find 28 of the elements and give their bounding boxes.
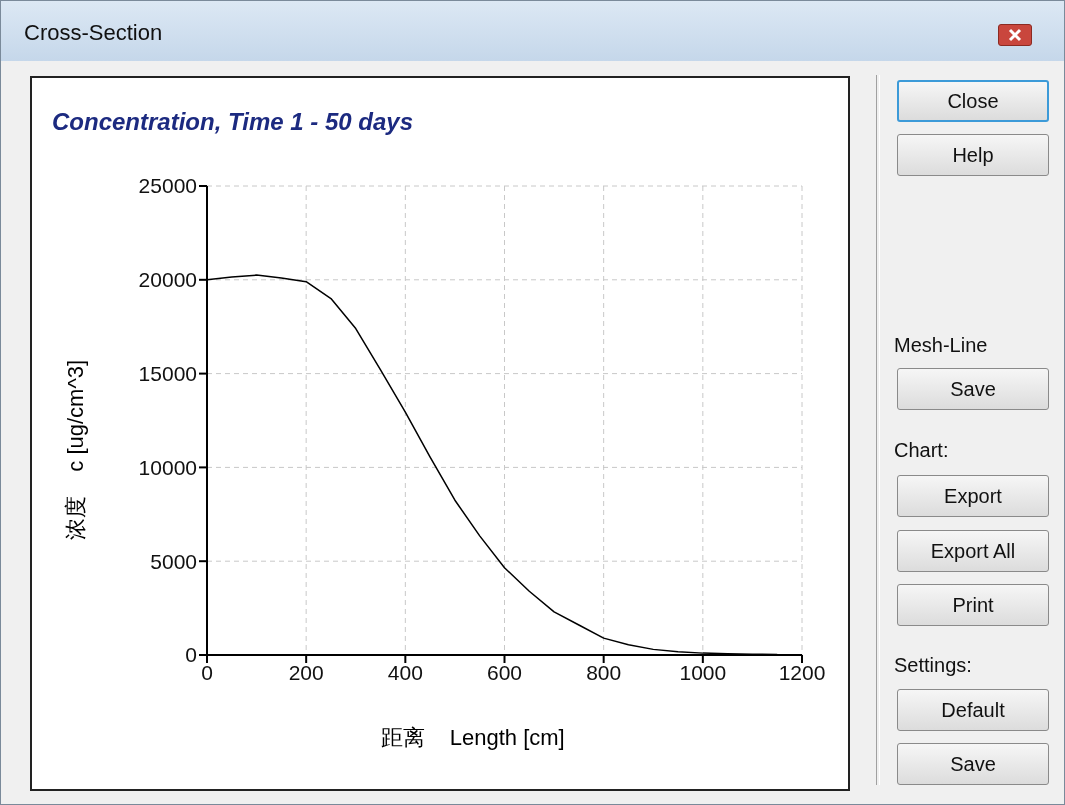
chart-title: Concentration, Time 1 - 50 days — [52, 108, 413, 136]
text: Print — [897, 584, 1049, 626]
text: Save — [897, 368, 1049, 410]
x-tick-label: 1200 — [778, 660, 826, 684]
y-tick-label: 25000 — [138, 174, 197, 198]
text: Export All — [897, 530, 1049, 572]
y-tick-label: 10000 — [138, 455, 197, 479]
x-tick-label: 600 — [486, 660, 523, 684]
x-tick-label: 200 — [288, 660, 324, 684]
y-axis-title: 浓度 c [ug/cm^3] — [62, 359, 89, 541]
x-tick-label: 0 — [201, 660, 213, 684]
text: Cross-Section — [24, 20, 163, 46]
text: Mesh-Line — [894, 334, 988, 357]
text: Help — [897, 134, 1049, 176]
y-tick-label: 20000 — [138, 268, 197, 292]
text: Chart: — [894, 439, 949, 462]
text: Export — [897, 475, 1049, 517]
text: Save — [897, 743, 1049, 785]
y-tick-label: 15000 — [138, 362, 197, 386]
text: Settings: — [894, 654, 972, 677]
text: Close — [897, 80, 1049, 122]
x-axis-title: 距离 Length [cm] — [381, 724, 565, 752]
y-tick-label: 5000 — [150, 549, 197, 573]
x-tick-label: 800 — [586, 660, 622, 684]
x-tick-label: 1000 — [679, 660, 727, 684]
text: Default — [897, 689, 1049, 731]
x-tick-label: 400 — [387, 660, 423, 684]
y-tick-label: 0 — [185, 643, 197, 667]
